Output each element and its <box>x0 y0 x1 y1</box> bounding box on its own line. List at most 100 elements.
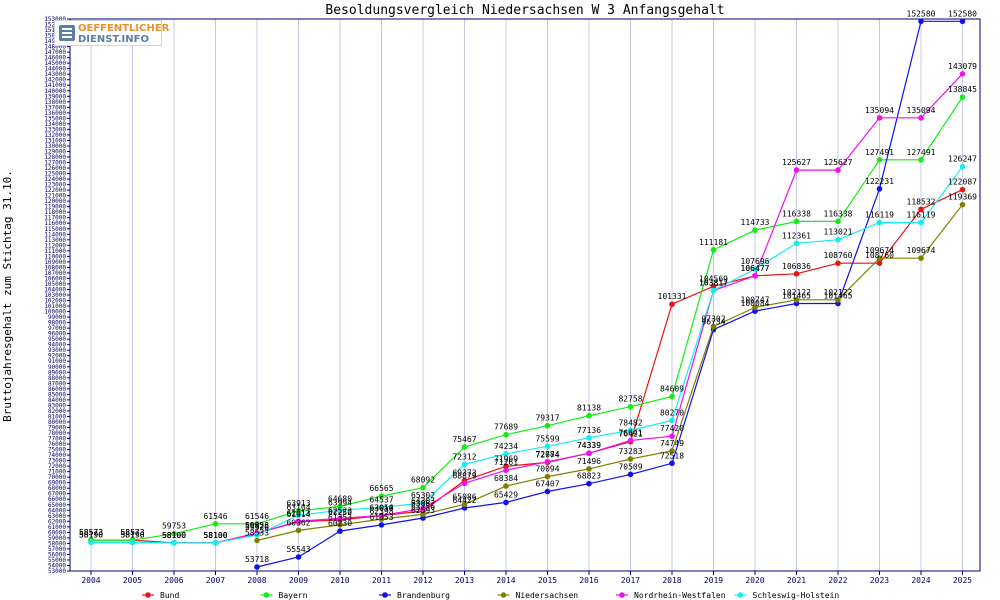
data-point <box>669 448 675 454</box>
y-tick-label: 134000 <box>44 121 66 128</box>
data-point <box>586 466 592 472</box>
data-point <box>337 515 343 522</box>
data-label: 96734 <box>701 318 725 327</box>
data-label: 77420 <box>660 424 684 433</box>
data-label: 101465 <box>824 291 853 300</box>
legend-marker <box>382 592 388 598</box>
data-label: 116338 <box>782 209 811 218</box>
data-label: 126247 <box>948 155 977 164</box>
data-point <box>544 488 551 495</box>
data-label: 82758 <box>618 395 642 404</box>
y-tick-label: 104000 <box>44 286 66 293</box>
legend-marker <box>737 592 744 598</box>
data-point <box>586 412 592 419</box>
data-point <box>461 461 468 468</box>
legend-label: Nordrhein-Westfalen <box>634 591 726 600</box>
data-label: 81138 <box>577 404 601 413</box>
y-tick-label: 121000 <box>44 193 66 200</box>
data-labels: 58573 58573 58100 58100 59853 61914 62250 63014… <box>79 9 977 564</box>
x-tick-label: 2013 <box>455 576 474 585</box>
x-tick-label: 2022 <box>828 576 847 585</box>
series-line-schleswig-holstein <box>91 166 963 544</box>
data-label: 122231 <box>865 177 894 186</box>
data-label: 113021 <box>824 228 853 237</box>
data-point <box>793 218 800 225</box>
data-label: 108760 <box>865 251 894 260</box>
data-point <box>793 240 800 247</box>
y-tick-label: 138000 <box>44 99 66 106</box>
y-tick-label: 69000 <box>48 480 66 487</box>
data-point <box>752 273 758 279</box>
data-label: 70509 <box>618 462 642 471</box>
legend: Bund Bayern Brandenburg Niedersachsen Nordrh… <box>142 591 839 600</box>
data-point <box>503 431 509 438</box>
data-point <box>129 539 136 546</box>
y-tick-label: 92000 <box>48 353 66 360</box>
data-label: 60362 <box>286 518 310 527</box>
data-label: 75599 <box>535 434 559 443</box>
data-label: 63104 <box>286 503 310 512</box>
y-tick-label: 105000 <box>44 281 66 288</box>
y-tick-label: 142000 <box>44 77 66 84</box>
data-point <box>88 539 94 546</box>
x-tick-label: 2009 <box>289 576 308 585</box>
x-tick-labels: 2004 2005 2006 2007 2008 2009 2010 2011 2012 2013… <box>81 576 972 585</box>
x-tick-label: 2004 <box>81 576 100 585</box>
data-label: 138845 <box>948 85 977 94</box>
y-tick-label: 112000 <box>44 242 66 249</box>
data-label: 127491 <box>865 148 894 157</box>
y-tick-label: 67000 <box>48 491 66 498</box>
data-label: 119369 <box>948 193 977 202</box>
y-tick-label: 76000 <box>48 441 66 448</box>
y-tick-label: 139000 <box>44 93 66 100</box>
data-point <box>503 450 509 457</box>
data-label: 104569 <box>699 274 728 283</box>
data-point <box>503 499 509 506</box>
x-tick-label: 2020 <box>745 576 764 585</box>
data-label: 65429 <box>494 490 518 499</box>
data-point <box>876 219 883 226</box>
y-tick-label: 88000 <box>48 375 66 382</box>
y-tick-label: 109000 <box>44 259 66 266</box>
data-label: 75467 <box>452 435 476 444</box>
data-point <box>918 115 924 121</box>
data-label: 122087 <box>948 178 977 187</box>
y-tick-label: 93000 <box>48 347 66 354</box>
data-label: 102122 <box>824 288 853 297</box>
data-label: 64680 <box>328 495 352 504</box>
data-label: 68092 <box>411 476 435 485</box>
data-point <box>295 527 302 534</box>
brand-logo[interactable]: OEFFENTLICHER DIENST.INFO <box>54 20 169 46</box>
brand-logo-line2: DIENST.INFO <box>78 34 149 45</box>
data-label: 65086 <box>452 492 476 501</box>
data-label: 72674 <box>535 450 559 459</box>
data-label: 58573 <box>79 528 103 537</box>
y-tick-label: 78000 <box>48 430 66 437</box>
data-label: 72784 <box>535 450 559 459</box>
data-label: 65302 <box>411 491 435 500</box>
y-tick-label: 62000 <box>48 518 66 525</box>
data-point <box>295 554 302 560</box>
x-tick-label: 2006 <box>164 576 183 585</box>
data-point <box>544 422 551 429</box>
series-line-brandenburg <box>256 20 963 568</box>
x-tick-label: 2011 <box>372 576 391 585</box>
data-point <box>959 70 966 77</box>
data-label: 63862 <box>411 499 435 508</box>
y-tick-label: 66000 <box>48 496 66 503</box>
data-label: 112361 <box>782 231 811 240</box>
data-point <box>378 512 385 519</box>
data-point <box>918 157 924 163</box>
data-label: 58100 <box>203 531 227 540</box>
data-label: 106477 <box>741 264 770 273</box>
data-point <box>378 493 385 499</box>
data-point <box>752 227 758 234</box>
y-tick-label: 86000 <box>48 386 66 393</box>
data-label: 106477 <box>741 264 770 273</box>
x-tick-label: 2018 <box>662 576 681 585</box>
y-axis-label: Bruttojahresgehalt zum Stichtag 31.10. <box>1 170 14 422</box>
data-label: 125627 <box>782 158 811 167</box>
y-tick-label: 99000 <box>48 314 66 321</box>
data-label: 58573 <box>120 528 144 537</box>
y-tick-label: 127000 <box>44 160 66 167</box>
